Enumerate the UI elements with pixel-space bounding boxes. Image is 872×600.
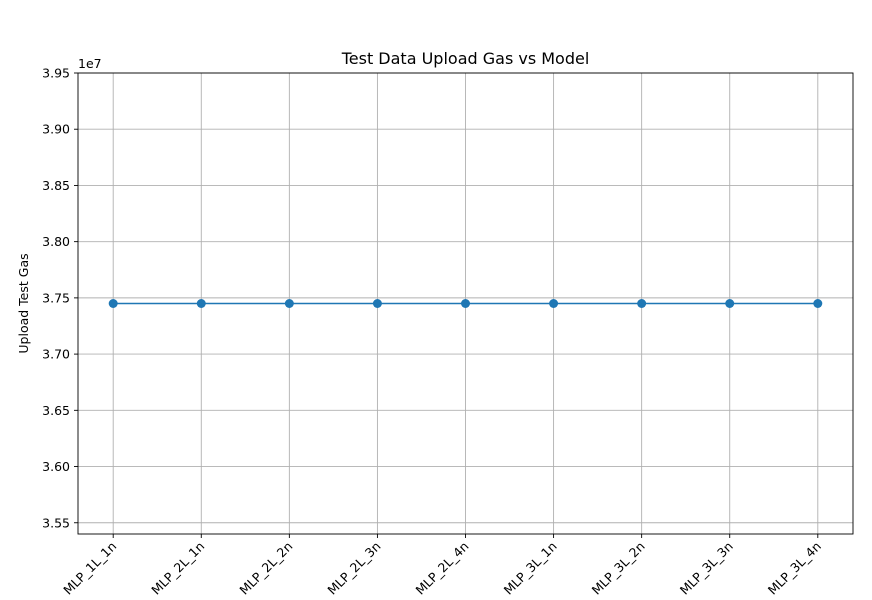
x-axis-ticks: MLP_1L_1n MLP_2L_1n MLP_2L_2n MLP_2L_3n MLP_… <box>60 534 824 598</box>
x-tick-label: MLP_2L_4n <box>413 539 472 598</box>
y-tick-label: 3.85 <box>42 178 70 193</box>
y-tick-label: 3.70 <box>42 347 70 362</box>
data-point <box>372 299 382 308</box>
x-tick-label: MLP_2L_2n <box>236 539 295 598</box>
y-tick-label: 3.80 <box>42 234 70 249</box>
data-point <box>108 299 118 308</box>
y-tick-label: 3.90 <box>42 122 70 137</box>
x-tick-label: MLP_3L_1n <box>501 539 560 598</box>
data-point <box>549 299 559 308</box>
y-tick-label: 3.95 <box>42 66 70 81</box>
x-tick-label: MLP_3L_2n <box>589 539 648 598</box>
x-tick-label: MLP_2L_1n <box>148 539 207 598</box>
x-tick-label: MLP_2L_3n <box>324 539 383 598</box>
y-axis-ticks: 3.55 3.60 3.65 3.70 3.75 3.80 3.85 3.90 3.95 <box>42 66 78 530</box>
y-tick-label: 3.75 <box>42 290 70 305</box>
y-tick-label: 3.55 <box>42 515 70 530</box>
data-point <box>284 299 294 308</box>
data-point <box>196 299 206 308</box>
x-tick-label: MLP_3L_3n <box>677 539 736 598</box>
data-point <box>813 299 823 308</box>
data-point <box>637 299 647 308</box>
y-axis-offset-label: 1e7 <box>78 56 102 71</box>
series-layer <box>108 299 823 308</box>
y-tick-label: 3.60 <box>42 459 70 474</box>
data-point <box>725 299 735 308</box>
y-tick-label: 3.65 <box>42 403 70 418</box>
x-tick-label: MLP_3L_4n <box>765 539 824 598</box>
y-axis-label: Upload Test Gas <box>16 253 31 353</box>
chart-title: Test Data Upload Gas vs Model <box>341 49 590 68</box>
data-point <box>461 299 470 308</box>
x-tick-label: MLP_1L_1n <box>60 539 119 598</box>
